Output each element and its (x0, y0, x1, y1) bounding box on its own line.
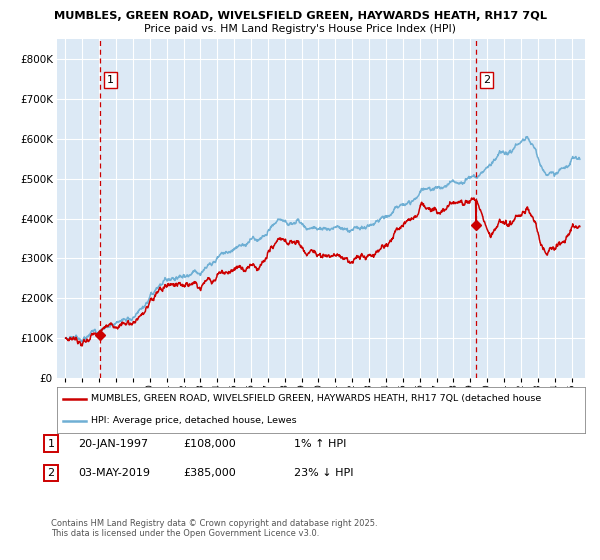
Text: MUMBLES, GREEN ROAD, WIVELSFIELD GREEN, HAYWARDS HEATH, RH17 7QL (detached house: MUMBLES, GREEN ROAD, WIVELSFIELD GREEN, … (91, 394, 542, 403)
Text: Price paid vs. HM Land Registry's House Price Index (HPI): Price paid vs. HM Land Registry's House … (144, 24, 456, 34)
Text: 03-MAY-2019: 03-MAY-2019 (78, 468, 150, 478)
Text: Contains HM Land Registry data © Crown copyright and database right 2025.: Contains HM Land Registry data © Crown c… (51, 519, 377, 528)
Text: This data is licensed under the Open Government Licence v3.0.: This data is licensed under the Open Gov… (51, 529, 319, 538)
Text: 1: 1 (107, 75, 114, 85)
Text: MUMBLES, GREEN ROAD, WIVELSFIELD GREEN, HAYWARDS HEATH, RH17 7QL: MUMBLES, GREEN ROAD, WIVELSFIELD GREEN, … (53, 11, 547, 21)
Text: £108,000: £108,000 (183, 438, 236, 449)
Text: HPI: Average price, detached house, Lewes: HPI: Average price, detached house, Lewe… (91, 417, 297, 426)
Text: £385,000: £385,000 (183, 468, 236, 478)
Text: 2: 2 (47, 468, 55, 478)
Text: 23% ↓ HPI: 23% ↓ HPI (294, 468, 353, 478)
Text: 20-JAN-1997: 20-JAN-1997 (78, 438, 148, 449)
Text: 1% ↑ HPI: 1% ↑ HPI (294, 438, 346, 449)
Text: 1: 1 (47, 438, 55, 449)
Text: 2: 2 (483, 75, 490, 85)
